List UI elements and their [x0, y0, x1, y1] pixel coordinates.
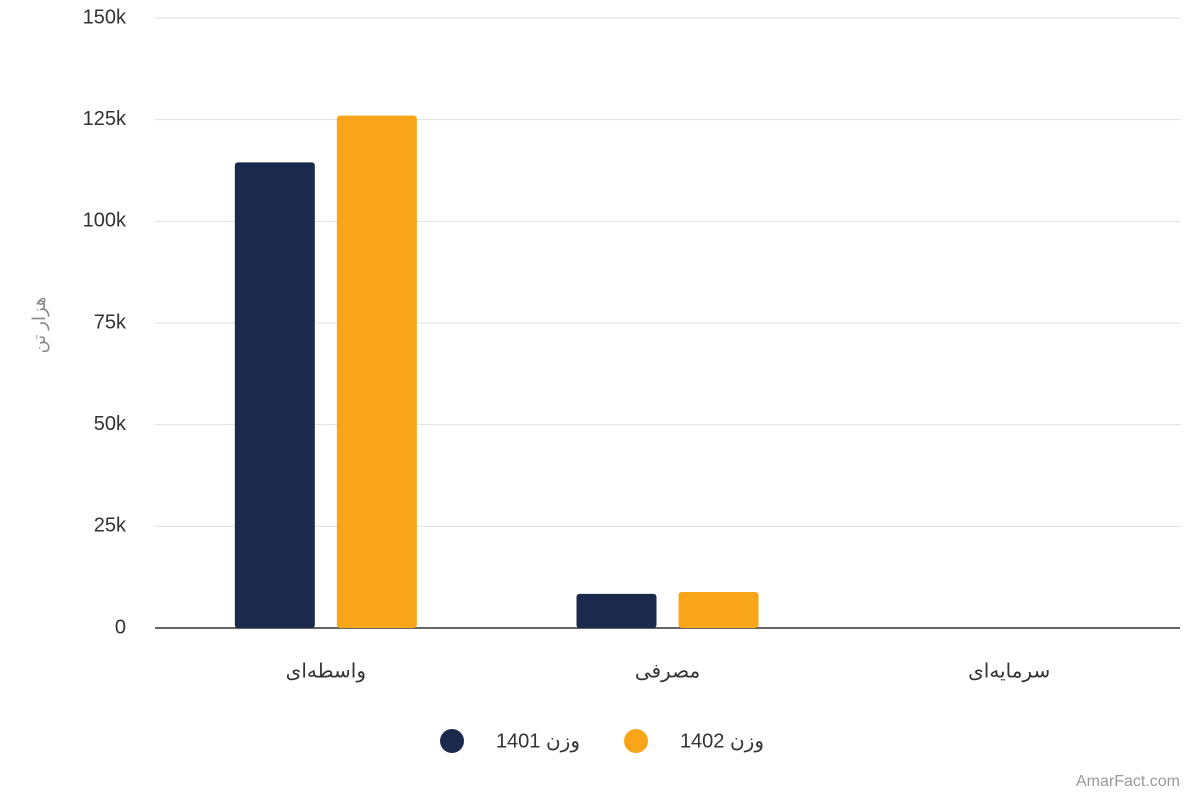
y-tick-label: 50k — [94, 413, 127, 435]
y-tick-label: 150k — [83, 6, 127, 28]
y-tick-label: 0 — [115, 616, 126, 638]
bar — [234, 162, 315, 628]
y-tick-label: 75k — [94, 311, 127, 333]
y-tick-label: 25k — [94, 515, 127, 537]
x-tick-label: مصرفی — [635, 660, 700, 682]
bar — [678, 592, 759, 628]
legend-label[interactable]: وزن 1402 — [680, 730, 764, 752]
x-tick-label: واسطه‌ای — [286, 660, 366, 682]
legend-label[interactable]: وزن 1401 — [496, 730, 580, 752]
y-tick-label: 100k — [83, 210, 127, 232]
legend-swatch[interactable] — [440, 729, 464, 753]
watermark: AmarFact.com — [1076, 773, 1180, 790]
bar — [576, 593, 657, 628]
bar — [336, 115, 417, 629]
y-tick-label: 125k — [83, 108, 127, 130]
y-axis-label: هزار تن — [29, 297, 50, 354]
legend-swatch[interactable] — [624, 729, 648, 753]
x-tick-label: سرمایه‌ای — [968, 660, 1050, 682]
